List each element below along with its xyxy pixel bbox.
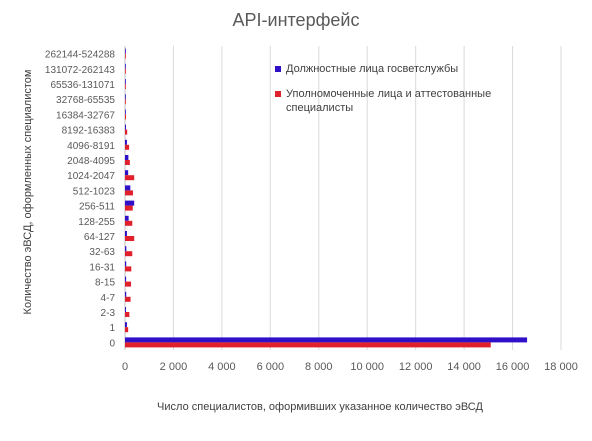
bar-series-2 <box>125 251 133 257</box>
bar-series-2 <box>125 266 132 272</box>
bar-series-2 <box>125 312 130 317</box>
y-tick-label: 128-255 <box>78 217 115 228</box>
y-tick-label: 65536-131071 <box>50 80 115 91</box>
y-tick-label: 64-127 <box>84 232 116 243</box>
y-tick-label: 0 <box>109 338 115 349</box>
legend-item-series-2: Уполномоченные лица и аттестованные спец… <box>275 87 515 115</box>
y-tick-label: 8192-16383 <box>62 126 116 137</box>
bar-series-2 <box>125 190 133 196</box>
bar-series-1 <box>125 124 126 130</box>
y-tick-label: 256-511 <box>79 202 115 213</box>
x-tick-label: 14 000 <box>447 361 481 373</box>
x-tick-labels: 0 2 000 4 000 6 000 8 000 10 000 12 000 14 000 1… <box>122 361 578 373</box>
bar-series-2 <box>125 129 128 135</box>
legend-label-series-2: Уполномоченные лица и аттестованные спец… <box>286 88 492 114</box>
y-axis-title: Количество эВСД, оформленных специалисто… <box>22 69 34 315</box>
bar-series-1 <box>125 231 127 236</box>
bar-series-2 <box>125 84 126 89</box>
x-tick-label: 10 000 <box>350 361 384 373</box>
bar-series-2 <box>125 220 133 226</box>
y-tick-label: 1 <box>109 323 115 334</box>
bar-series-2 <box>125 144 130 150</box>
bar-series-2 <box>125 99 126 105</box>
bar-series-2 <box>125 53 126 59</box>
y-tick-label: 2-3 <box>101 308 116 319</box>
bar-series-1 <box>125 291 127 297</box>
bar-series-2 <box>125 114 126 120</box>
bar-series-1 <box>125 185 131 191</box>
bar-series-1 <box>125 200 135 206</box>
bar-series-2 <box>125 327 129 333</box>
y-tick-label: 4096-8191 <box>67 141 115 152</box>
bar-series-1 <box>125 261 127 267</box>
bar-series-1 <box>125 155 129 160</box>
legend: Должностные лица госветслужбы Уполномоче… <box>275 62 515 126</box>
bar-series-1 <box>125 276 127 282</box>
bar-series-1 <box>125 139 127 145</box>
bar-series-1 <box>125 63 126 69</box>
y-tick-label: 8-15 <box>95 278 115 289</box>
bar-series-1 <box>125 246 127 252</box>
bar-series-2 <box>125 68 126 74</box>
bar-series-2 <box>125 160 130 165</box>
y-tick-labels: 0 1 2-3 4-7 8-15 16-31 32-63 64-127 128-255 256-5… <box>45 50 116 350</box>
y-tick-label: 262144-524288 <box>45 50 116 61</box>
x-tick-label: 18 000 <box>544 361 578 373</box>
bar-series-1 <box>125 48 126 54</box>
bar-series-2 <box>125 342 491 348</box>
x-tick-label: 8 000 <box>305 361 333 373</box>
legend-label-series-1: Должностные лица госветслужбы <box>286 63 459 75</box>
y-tick-label: 512-1023 <box>73 186 116 197</box>
x-axis-title: Число специалистов, оформивших указанное… <box>157 401 483 413</box>
bar-series-1 <box>125 170 129 176</box>
bar-series-1 <box>125 109 126 115</box>
legend-swatch-series-2 <box>275 91 281 97</box>
x-tick-label: 4 000 <box>208 361 236 373</box>
chart-title: API-интерфейс <box>232 10 360 30</box>
y-tick-label: 1024-2047 <box>67 171 115 182</box>
y-tick-label: 4-7 <box>101 293 116 304</box>
bar-series-1 <box>125 94 126 100</box>
bar-series-1 <box>125 215 129 221</box>
y-tick-label: 32768-65535 <box>56 95 115 106</box>
bar-series-2 <box>125 175 135 181</box>
bars <box>125 48 528 348</box>
y-tick-label: 2048-4095 <box>67 156 115 167</box>
bar-series-1 <box>125 307 126 312</box>
bar-series-1 <box>125 322 127 328</box>
legend-swatch-series-1 <box>275 66 281 72</box>
bar-series-1 <box>125 79 126 84</box>
legend-item-series-1: Должностные лица госветслужбы <box>275 62 515 76</box>
bar-series-2 <box>125 296 131 302</box>
x-tick-label: 16 000 <box>496 361 530 373</box>
bar-series-2 <box>125 205 133 211</box>
y-tick-label: 131072-262143 <box>45 65 116 76</box>
y-tick-label: 16384-32767 <box>56 110 115 121</box>
bar-series-2 <box>125 236 135 241</box>
y-tick-label: 16-31 <box>89 262 115 273</box>
bar-series-2 <box>125 281 132 287</box>
x-tick-label: 0 <box>122 361 128 373</box>
x-tick-label: 6 000 <box>257 361 285 373</box>
bar-series-1 <box>125 337 528 343</box>
x-tick-label: 12 000 <box>399 361 433 373</box>
y-tick-label: 32-63 <box>89 247 115 258</box>
x-tick-label: 2 000 <box>160 361 188 373</box>
